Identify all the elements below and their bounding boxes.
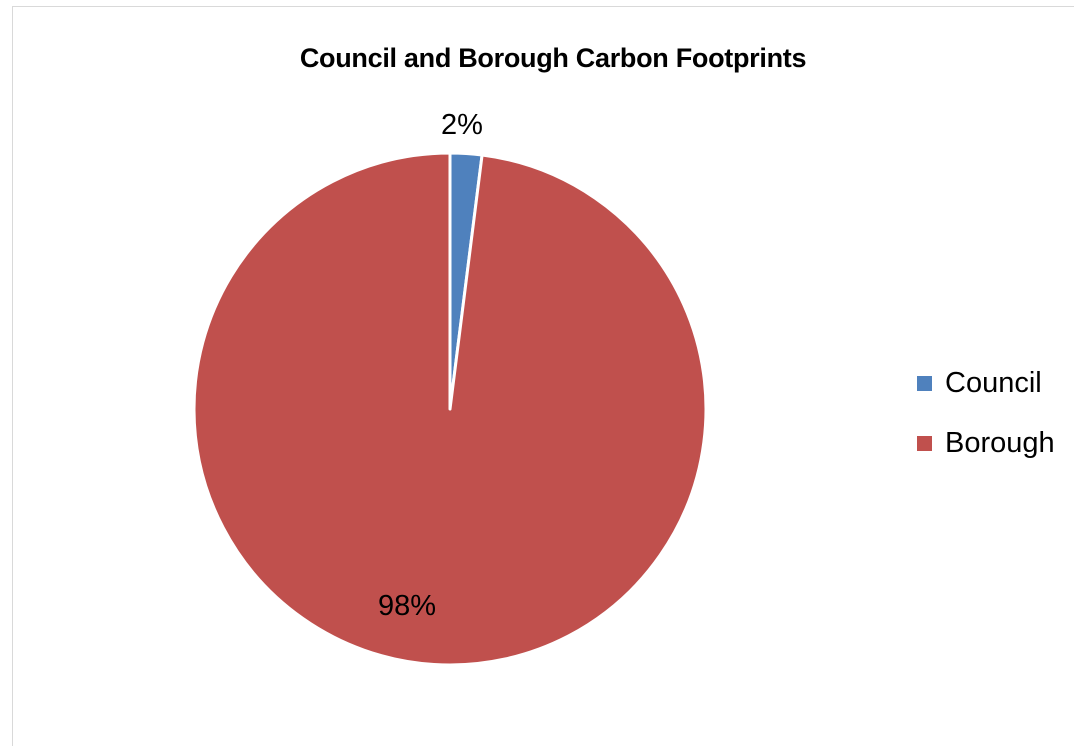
chart-title: Council and Borough Carbon Footprints bbox=[299, 43, 807, 73]
legend-item-council: Council bbox=[917, 363, 1055, 403]
legend-label-council: Council bbox=[945, 366, 1042, 399]
chart-area: Council and Borough Carbon Footprints 2%… bbox=[12, 6, 1074, 746]
chart-legend: Council Borough bbox=[917, 363, 1055, 483]
legend-swatch-council bbox=[917, 375, 932, 391]
data-label-borough: 98% bbox=[378, 590, 436, 622]
data-label-council: 2% bbox=[441, 109, 483, 141]
legend-swatch-borough bbox=[917, 435, 932, 451]
legend-item-borough: Borough bbox=[917, 423, 1055, 463]
legend-label-borough: Borough bbox=[945, 426, 1055, 459]
pie-chart: 2% 98% bbox=[192, 109, 708, 667]
pie-slice-borough bbox=[192, 151, 708, 667]
